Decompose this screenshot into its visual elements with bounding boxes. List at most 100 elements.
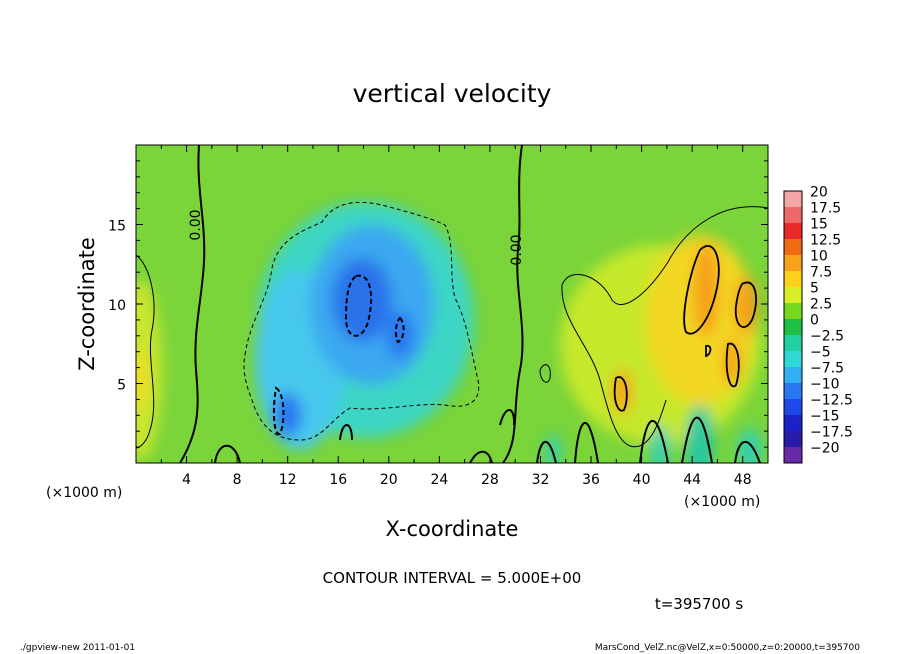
blob-downdraft-low (274, 393, 302, 437)
x-axis-label: X-coordinate (386, 517, 519, 541)
footer-left: ./gpview-new 2011-01-01 (20, 643, 135, 653)
blob-updraft-orange-1 (693, 242, 719, 338)
contour-neg-10-right (394, 316, 405, 344)
colorbar-label: 2.5 (810, 297, 832, 313)
contour-right-5-low (561, 284, 667, 448)
colorbar-swatch (784, 303, 802, 320)
x-tick-label: 40 (633, 472, 651, 488)
y-tick-label: 10 (108, 298, 126, 314)
colorbar-swatch (784, 447, 802, 464)
contour-neg-10-low (272, 386, 285, 435)
x-tick-label: 20 (380, 472, 398, 488)
colorbar-swatch (784, 399, 802, 416)
blob-low-cool-2 (650, 425, 670, 463)
contour-interval-text: CONTOUR INTERVAL = 5.000E+00 (323, 569, 582, 587)
blob-downdraft-right (386, 311, 414, 359)
colorbar-swatch (784, 191, 802, 208)
colorbar-label: −15 (810, 409, 840, 425)
x-tick-label: 44 (683, 472, 701, 488)
blob-low-cool-4 (545, 434, 561, 463)
chart-title: vertical velocity (353, 79, 552, 108)
colorbar-swatch (784, 351, 802, 368)
blob-left-warm (136, 280, 162, 460)
zero-contour-base-5 (536, 440, 557, 463)
y-tick-label: 5 (117, 378, 126, 394)
colorbar-label: 20 (810, 185, 828, 201)
ten-contours (613, 245, 757, 412)
contour-neg-5 (243, 201, 480, 441)
contour-core-5 (705, 344, 712, 358)
x-tick-label: 4 (182, 472, 191, 488)
contour-right-5-top (561, 206, 768, 305)
negative-contours (243, 201, 480, 441)
colorbar-swatch (784, 239, 802, 256)
x-tick-label: 8 (233, 472, 242, 488)
x-tick-label: 16 (329, 472, 347, 488)
zero-contour-base-9 (734, 440, 761, 463)
colorbar-label: −20 (810, 441, 840, 457)
zero-contour-base-4 (499, 409, 516, 426)
colorbar-label: 10 (810, 249, 828, 265)
x-tick-label: 12 (279, 472, 297, 488)
colorbar-swatch (784, 367, 802, 384)
colorbar-swatch (784, 431, 802, 448)
colorbar-label: −7.5 (810, 361, 844, 377)
colorbar-label: 0 (810, 313, 819, 329)
colorbar-label: 15 (810, 217, 828, 233)
colorbar-label: 12.5 (810, 233, 841, 249)
colorbar-swatch (784, 207, 802, 224)
zero-contours (179, 145, 761, 463)
footer-right: MarsCond_VelZ.nc@VelZ,x=0:50000,z=0:2000… (595, 643, 860, 653)
colorbar-swatch (784, 255, 802, 272)
colorbar: 2017.51512.5107.552.50−2.5−5−7.5−10−12.5… (783, 185, 853, 464)
x-unit-right: (×1000 m) (684, 494, 760, 510)
time-text: t=395700 s (655, 595, 743, 613)
zero-contour-base-6 (574, 422, 599, 463)
colorbar-swatch (784, 415, 802, 432)
colorbar-swatch (784, 223, 802, 240)
zero-contour-base-1 (214, 444, 241, 463)
colorbar-swatch (784, 383, 802, 400)
colorbar-swatch (784, 287, 802, 304)
colorbar-label: −5 (810, 345, 831, 361)
contour-core-2 (734, 281, 757, 328)
zero-contour-base-3 (469, 450, 493, 463)
colorbar-swatch (784, 319, 802, 336)
contour-neg-10-core (344, 274, 373, 337)
x-tick-label: 28 (481, 472, 499, 488)
colorbar-label: 7.5 (810, 265, 832, 281)
x-unit-left: (×1000 m) (46, 485, 122, 501)
contour-core-4 (725, 342, 740, 388)
x-tick-label: 24 (430, 472, 448, 488)
contour-left-5 (136, 254, 155, 449)
colorbar-frame (783, 190, 803, 464)
heatmap-field: 0.00 0.00 (136, 145, 768, 463)
colorbar-label: 17.5 (810, 201, 841, 217)
blob-left-yellow (136, 350, 148, 410)
x-tick-label: 36 (582, 472, 600, 488)
y-tick-label: 15 (108, 219, 126, 235)
contour-right-small (539, 364, 551, 383)
blob-downdraft-core (332, 258, 392, 342)
blob-low-cool-3 (738, 428, 762, 463)
colorbar-label: 5 (810, 281, 819, 297)
neg-ten-contours (272, 274, 405, 435)
x-tick-label: 32 (532, 472, 550, 488)
zero-contour-label-right: 0.00 (509, 234, 525, 265)
y-axis-label: Z-coordinate (75, 237, 99, 371)
x-axis: 4 8 12 16 20 24 28 32 36 40 44 48 (160, 145, 752, 488)
colorbar-label: −17.5 (810, 425, 853, 441)
zero-contour-label-left: 0.00 (188, 209, 204, 240)
colorbar-label: −12.5 (810, 393, 853, 409)
colorbar-swatch (784, 335, 802, 352)
colorbar-label: −2.5 (810, 329, 844, 345)
contour-core-1 (683, 245, 720, 335)
x-tick-label: 48 (734, 472, 752, 488)
y-axis: 5 10 15 (108, 160, 768, 448)
colorbar-swatch (784, 271, 802, 288)
zero-contour-base-8 (681, 416, 713, 463)
colorbar-label: −10 (810, 377, 840, 393)
zero-contour-left (179, 145, 206, 463)
zero-contour-base-2 (339, 424, 353, 441)
